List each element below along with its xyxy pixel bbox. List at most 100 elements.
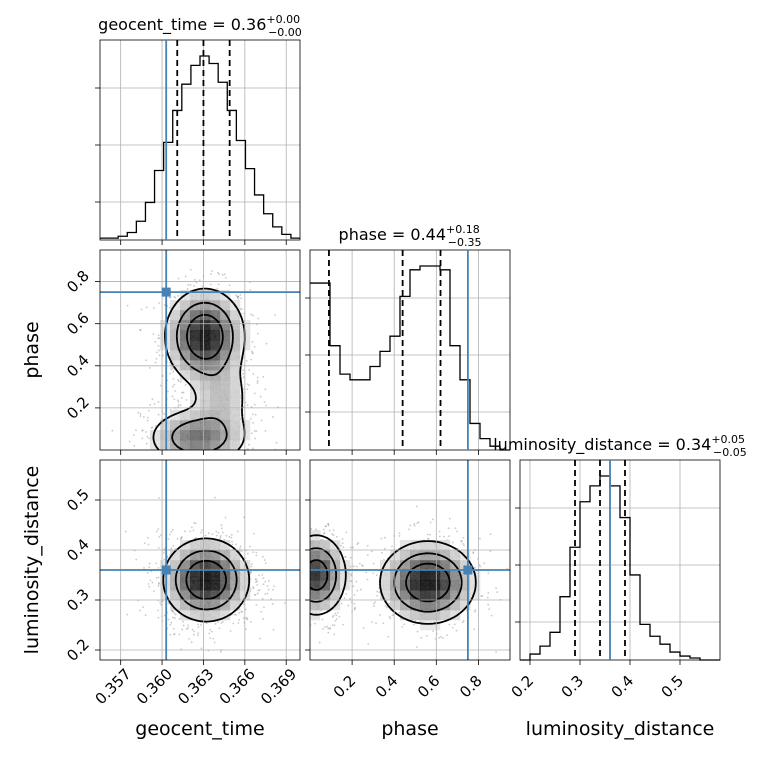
sample-point [143, 542, 146, 545]
density-cell [180, 610, 191, 621]
sample-point [235, 453, 237, 455]
density-cell [330, 590, 341, 601]
sample-point [340, 602, 343, 605]
sample-point [479, 565, 482, 568]
density-cell [210, 320, 221, 331]
sample-point [264, 593, 267, 595]
sample-point [221, 527, 223, 530]
sample-point [460, 540, 463, 542]
sample-point [372, 602, 375, 605]
density-cell [170, 430, 181, 441]
sample-point [215, 461, 217, 463]
sample-point [367, 643, 370, 646]
sample-point [187, 626, 189, 629]
sample-point [171, 385, 174, 388]
density-cell [200, 360, 211, 371]
sample-point [372, 572, 375, 575]
sample-point [172, 610, 175, 613]
sample-point [187, 624, 190, 627]
density-cell [220, 430, 231, 441]
sample-point [331, 533, 333, 536]
sample-point [487, 603, 490, 606]
sample-point [179, 472, 181, 474]
sample-point [237, 295, 240, 298]
sample-point [284, 589, 286, 591]
sample-point [297, 558, 299, 560]
density-cell [200, 420, 211, 431]
sample-point [379, 613, 381, 616]
sample-point [209, 462, 211, 464]
sample-point [353, 594, 356, 596]
sample-point [198, 461, 200, 463]
sample-point [279, 572, 281, 574]
sample-point [305, 546, 307, 548]
sample-point [222, 531, 224, 534]
sample-point [197, 632, 200, 635]
sample-point [297, 600, 299, 602]
sample-point [362, 565, 364, 567]
sample-point [213, 641, 216, 644]
sample-point [187, 458, 189, 460]
sample-point [239, 468, 241, 470]
sample-point [229, 630, 232, 632]
sample-point [290, 508, 292, 510]
x-axis-label-phase: phase [381, 718, 438, 740]
sample-point [302, 581, 304, 583]
sample-point [300, 592, 302, 594]
sample-point [427, 537, 429, 540]
sample-point [153, 403, 156, 405]
sample-point [155, 530, 158, 533]
sample-point [334, 619, 337, 622]
sample-point [272, 588, 275, 591]
sample-point [224, 516, 227, 519]
sample-point [297, 559, 299, 561]
sample-point [126, 613, 129, 616]
density-cell [170, 350, 181, 361]
sample-point [345, 531, 348, 534]
sample-point [250, 565, 253, 568]
sample-point [308, 590, 310, 592]
sample-point [297, 589, 299, 591]
density-cell [420, 590, 431, 601]
sample-point [223, 451, 225, 453]
density-cell [230, 380, 241, 391]
sample-point [271, 602, 274, 605]
density-cell [210, 360, 221, 371]
sample-point [177, 401, 180, 403]
sample-point [300, 537, 302, 539]
sample-point [302, 552, 304, 554]
sample-point [187, 283, 190, 286]
sample-point [194, 522, 197, 525]
density-cell [200, 590, 211, 601]
sample-point [305, 581, 307, 583]
sample-point [184, 384, 187, 386]
density-cell [400, 550, 411, 561]
sample-point [366, 544, 369, 547]
density-cell [420, 620, 431, 631]
sample-point [361, 564, 363, 567]
sample-point [153, 306, 155, 309]
sample-point [152, 451, 154, 453]
sample-point [255, 430, 258, 433]
density-cell [210, 430, 221, 441]
title-lower-error: −0.00 [268, 26, 302, 39]
sample-point [207, 471, 209, 473]
sample-point [352, 546, 355, 549]
density-cell [230, 410, 241, 421]
sample-point [474, 566, 477, 569]
density-cell [320, 570, 331, 581]
sample-point [333, 633, 336, 636]
sample-point [228, 284, 231, 287]
sample-point [295, 545, 297, 547]
sample-point [303, 580, 305, 582]
sample-point [153, 469, 155, 471]
density-cell [210, 410, 221, 421]
sample-point [171, 609, 173, 612]
density-cell [180, 580, 191, 591]
density-cell [190, 430, 201, 441]
density-cell [330, 570, 341, 581]
sample-point [306, 510, 308, 512]
density-cell [190, 410, 201, 421]
sample-point [301, 597, 303, 599]
